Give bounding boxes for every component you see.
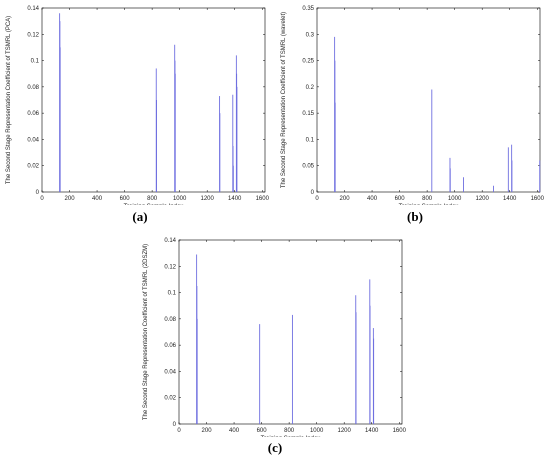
y-tick-label: 0.04 xyxy=(27,137,39,143)
x-tick-label: 1600 xyxy=(393,428,407,434)
caption-c: (c) xyxy=(267,440,283,455)
chart-panel-c: 0 200 400 600 800 1000 1200 1400 1600 0 0.02 0.04 0.… xyxy=(137,232,412,437)
y-tick-label: 0 xyxy=(173,422,177,428)
x-axis-label: Training Sample Index xyxy=(124,204,184,205)
y-tick-label: 0 xyxy=(36,190,40,196)
x-tick-label: 600 xyxy=(257,428,268,434)
x-tick-label: 0 xyxy=(315,196,319,202)
plot-frame xyxy=(41,7,266,193)
x-tick-label: 0 xyxy=(177,428,181,434)
y-tick-label: 0.15 xyxy=(302,111,314,117)
y-axis-label: The Second Stage Representation Coeffici… xyxy=(143,244,149,420)
chart-panel-a: 0 200 400 600 800 1000 1200 1400 1600 0 0.02 0.04 0.… xyxy=(0,0,275,205)
y-tick-label: 0.14 xyxy=(27,6,39,12)
x-tick-label: 1400 xyxy=(365,428,379,434)
plot-frame xyxy=(178,239,403,425)
x-tick-label: 600 xyxy=(120,196,131,202)
y-tick-label: 0.06 xyxy=(27,111,39,117)
caption-a: (a) xyxy=(132,209,148,224)
x-tick-label: 400 xyxy=(92,196,103,202)
y-tick-label: 0.1 xyxy=(31,59,40,65)
x-tick-label: 800 xyxy=(422,196,433,202)
chart-b-svg: 0 200 400 600 800 1000 1200 1400 1600 0 0.05 0.1 0.1… xyxy=(281,6,545,205)
plot-frame xyxy=(316,7,541,193)
chart-panel-b: 0 200 400 600 800 1000 1200 1400 1600 0 0.05 0.1 0.1… xyxy=(275,0,550,205)
y-tick-label: 0.08 xyxy=(27,85,39,91)
x-tick-label: 400 xyxy=(229,428,240,434)
x-tick-label: 1200 xyxy=(338,428,352,434)
x-tick-label: 1600 xyxy=(256,196,270,202)
x-tick-label: 600 xyxy=(395,196,406,202)
y-tick-label: 0.06 xyxy=(164,343,176,349)
x-tick-label: 200 xyxy=(202,428,213,434)
y-tick-label: 0.08 xyxy=(164,317,176,323)
x-tick-label: 0 xyxy=(40,196,44,202)
y-tick-label: 0.12 xyxy=(164,264,176,270)
y-tick-label: 0.1 xyxy=(168,291,177,297)
x-tick-label: 1200 xyxy=(201,196,215,202)
y-tick-label: 0.3 xyxy=(306,32,315,38)
x-tick-label: 1000 xyxy=(310,428,324,434)
x-axis-label: Training Sample Index xyxy=(261,436,321,437)
x-tick-label: 400 xyxy=(367,196,378,202)
y-tick-label: 0.1 xyxy=(306,137,315,143)
y-tick-label: 0.35 xyxy=(302,6,314,12)
y-tick-label: 0.05 xyxy=(302,164,314,170)
x-tick-label: 1400 xyxy=(228,196,242,202)
caption-b: (b) xyxy=(407,209,423,224)
x-tick-label: 1600 xyxy=(531,196,545,202)
y-tick-label: 0.25 xyxy=(302,59,314,65)
chart-a-svg: 0 200 400 600 800 1000 1200 1400 1600 0 0.02 0.04 0.… xyxy=(6,6,270,205)
y-axis-label: The Second Stage Representation Coeffici… xyxy=(281,12,287,188)
x-tick-label: 200 xyxy=(65,196,76,202)
x-tick-label: 1200 xyxy=(476,196,490,202)
x-axis-label: Training Sample Index xyxy=(399,204,459,205)
y-axis-label: The Second Stage Representation Coeffici… xyxy=(6,16,12,184)
y-tick-label: 0.02 xyxy=(27,164,39,170)
y-tick-label: 0.12 xyxy=(27,32,39,38)
y-tick-label: 0.04 xyxy=(164,369,176,375)
x-tick-label: 1000 xyxy=(448,196,462,202)
x-tick-label: 800 xyxy=(284,428,295,434)
x-tick-label: 1400 xyxy=(503,196,517,202)
x-tick-label: 200 xyxy=(340,196,351,202)
chart-c-svg: 0 200 400 600 800 1000 1200 1400 1600 0 0.02 0.04 0.… xyxy=(143,238,407,437)
y-tick-label: 0.14 xyxy=(164,238,176,244)
y-tick-label: 0.2 xyxy=(306,85,315,91)
x-tick-label: 800 xyxy=(147,196,158,202)
y-tick-label: 0 xyxy=(311,190,315,196)
x-tick-label: 1000 xyxy=(173,196,187,202)
y-tick-label: 0.02 xyxy=(164,396,176,402)
